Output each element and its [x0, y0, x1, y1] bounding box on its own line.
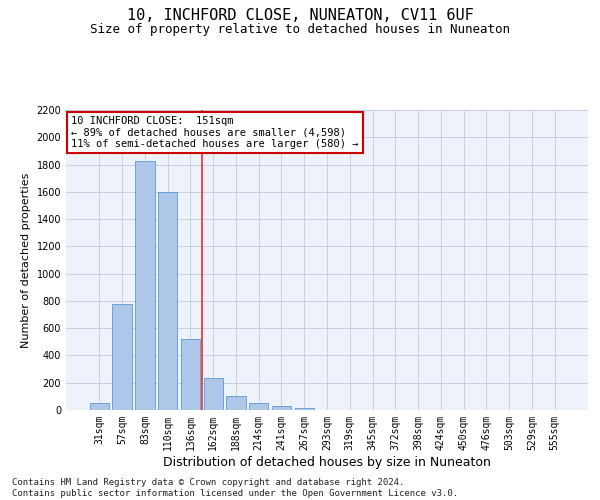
- Text: Size of property relative to detached houses in Nuneaton: Size of property relative to detached ho…: [90, 22, 510, 36]
- Bar: [158, 192, 178, 410]
- X-axis label: Distribution of detached houses by size in Nuneaton: Distribution of detached houses by size …: [163, 456, 491, 468]
- Bar: [135, 161, 155, 410]
- Text: 10 INCHFORD CLOSE:  151sqm
← 89% of detached houses are smaller (4,598)
11% of s: 10 INCHFORD CLOSE: 151sqm ← 89% of detac…: [71, 116, 359, 149]
- Bar: [226, 396, 245, 410]
- Bar: [90, 403, 109, 410]
- Bar: [181, 339, 200, 410]
- Text: Contains HM Land Registry data © Crown copyright and database right 2024.
Contai: Contains HM Land Registry data © Crown c…: [12, 478, 458, 498]
- Bar: [295, 408, 314, 410]
- Y-axis label: Number of detached properties: Number of detached properties: [21, 172, 31, 348]
- Bar: [203, 378, 223, 410]
- Bar: [112, 304, 132, 410]
- Text: 10, INCHFORD CLOSE, NUNEATON, CV11 6UF: 10, INCHFORD CLOSE, NUNEATON, CV11 6UF: [127, 8, 473, 22]
- Bar: [272, 406, 291, 410]
- Bar: [249, 403, 268, 410]
